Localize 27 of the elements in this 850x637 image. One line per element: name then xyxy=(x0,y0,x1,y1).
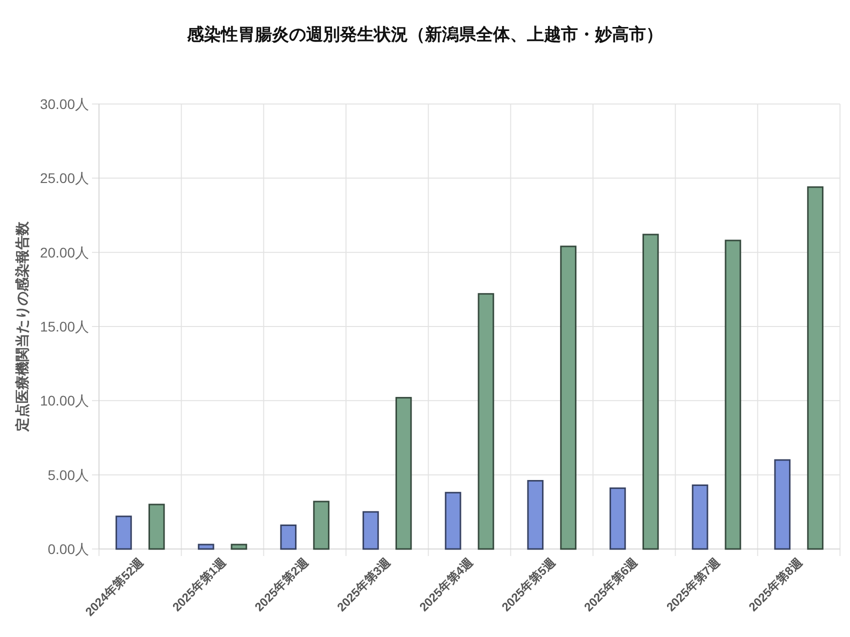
bar xyxy=(198,544,214,550)
chart-title: 感染性胃腸炎の週別発生状況（新潟県全体、上越市・妙高市） xyxy=(186,25,663,44)
bar xyxy=(148,504,165,550)
bar xyxy=(527,480,544,550)
bar xyxy=(280,524,297,550)
bar xyxy=(610,487,626,550)
bar xyxy=(116,516,132,550)
y-tick-label: 30.00人 xyxy=(40,96,89,112)
bar xyxy=(313,500,330,550)
y-tick-label: 15.00人 xyxy=(40,318,89,334)
y-tick-label: 0.00人 xyxy=(48,541,89,557)
bar xyxy=(642,234,659,550)
bar xyxy=(478,293,494,550)
y-tick-label: 25.00人 xyxy=(40,170,89,186)
y-tick-label: 10.00人 xyxy=(40,392,89,409)
bar xyxy=(692,484,708,550)
y-axis-title: 定点医療機関当たりの感染報告数 xyxy=(14,220,30,432)
bar xyxy=(807,186,824,550)
y-tick-label: 20.00人 xyxy=(40,244,89,260)
bar xyxy=(724,240,742,550)
bar xyxy=(362,511,379,550)
bar xyxy=(560,246,576,550)
bar xyxy=(230,544,248,550)
y-tick-label: 5.00人 xyxy=(48,466,89,483)
bar xyxy=(395,396,412,550)
bar xyxy=(444,492,462,550)
bar xyxy=(774,459,791,550)
